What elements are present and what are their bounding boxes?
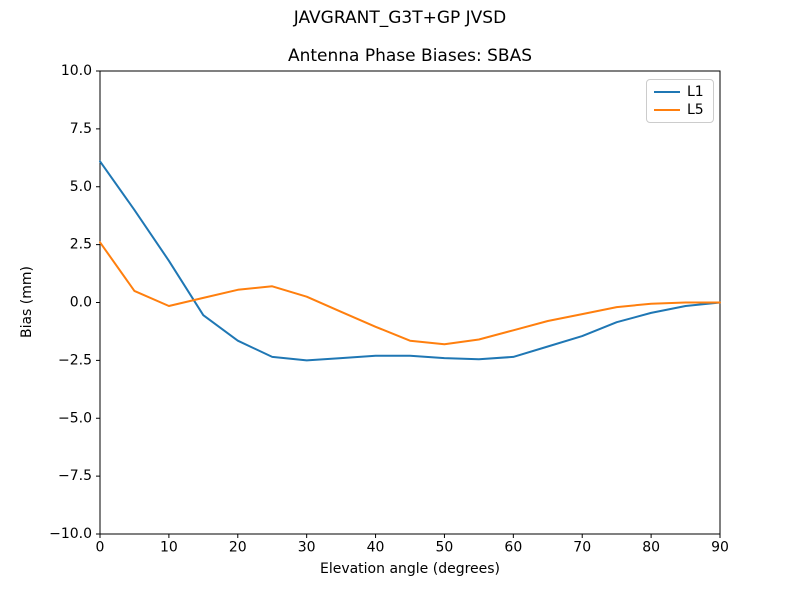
x-tick-label: 60 (504, 540, 522, 556)
legend-label-l5: L5 (687, 102, 704, 118)
y-tick-label: 0.0 (70, 295, 92, 311)
y-tick-label: 10.0 (61, 63, 92, 79)
legend-label-l1: L1 (687, 84, 704, 100)
x-tick-label: 20 (229, 540, 247, 556)
legend-item-l5: L5 (654, 103, 706, 117)
x-axis-label: Elevation angle (degrees) (319, 561, 501, 577)
legend-line-swatch-l5 (654, 109, 680, 111)
y-tick-label: 7.5 (70, 121, 92, 137)
y-tick-label: −7.5 (58, 468, 92, 484)
legend: L1 L5 (646, 79, 714, 123)
figure-suptitle: JAVGRANT_G3T+GP JVSD (293, 8, 507, 28)
x-tick-label: 70 (573, 540, 591, 556)
y-tick-label: 2.5 (70, 237, 92, 253)
y-axis-label: Bias (mm) (19, 265, 35, 339)
y-tick-label: −2.5 (58, 352, 92, 368)
x-tick-label: 80 (642, 540, 660, 556)
legend-line-swatch-l1 (654, 91, 680, 93)
axes-title: Antenna Phase Biases: SBAS (287, 46, 533, 66)
x-tick-label: 40 (367, 540, 385, 556)
x-tick-label: 0 (96, 540, 105, 556)
x-tick-label: 90 (711, 540, 729, 556)
x-tick-label: 30 (298, 540, 316, 556)
series-line-l5 (99, 241, 721, 346)
legend-item-l1: L1 (654, 85, 706, 99)
x-tick-label: 10 (160, 540, 178, 556)
series-line-l1 (99, 160, 721, 362)
y-tick-label: −5.0 (58, 410, 92, 426)
axes-frame (99, 70, 721, 535)
x-tick-label: 50 (436, 540, 454, 556)
y-tick-label: 5.0 (70, 179, 92, 195)
y-tick-label: −10.0 (49, 526, 92, 542)
